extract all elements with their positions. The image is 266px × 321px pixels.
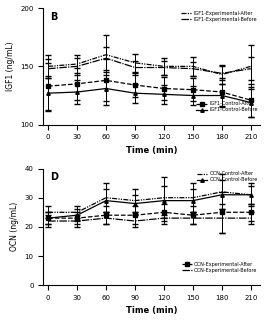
Text: B: B [50,12,57,22]
Y-axis label: IGF1 (ng/mL): IGF1 (ng/mL) [6,41,15,91]
Legend: IGF1-Control-After, IGF1-Control-Before: IGF1-Control-After, IGF1-Control-Before [194,100,259,114]
Y-axis label: OCN (ng/mL): OCN (ng/mL) [10,202,19,251]
Legend: OCN-Experimental-After, OCN-Experimental-Before: OCN-Experimental-After, OCN-Experimental… [180,260,259,275]
X-axis label: Time (min): Time (min) [126,146,178,155]
Text: D: D [50,172,58,182]
X-axis label: Time (min): Time (min) [126,307,178,316]
